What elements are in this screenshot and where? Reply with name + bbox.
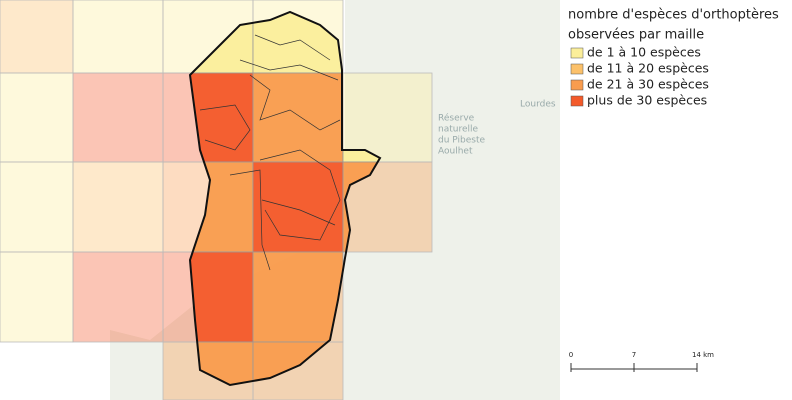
scale-bar (570, 363, 698, 372)
legend-panel (560, 0, 792, 400)
grid-cell (252, 161, 344, 253)
scale-label: 7 (632, 351, 636, 359)
legend-swatch (570, 47, 584, 59)
scale-label: 0 (569, 351, 573, 359)
place-label: Réserve (438, 113, 475, 124)
grid-cell (72, 161, 164, 253)
grid-cell (0, 251, 74, 343)
legend-swatch (570, 95, 584, 107)
legend-title: nombre d'espèces d'orthoptères (568, 8, 779, 23)
grid-cell (72, 0, 164, 74)
commune-boundaries (199, 34, 341, 271)
place-label: Lourdes (520, 100, 556, 110)
grid-cell (190, 251, 254, 343)
legend-label: de 11 à 20 espèces (587, 61, 709, 76)
legend-label: plus de 30 espèces (587, 93, 707, 108)
grid-cell (72, 72, 164, 163)
legend-title: observées par maille (568, 28, 704, 43)
place-label: du Pibeste (438, 136, 485, 146)
grid-cell (252, 251, 344, 343)
grid-cell (72, 251, 164, 343)
grid-cell (342, 72, 433, 163)
legend-label: de 1 à 10 espèces (587, 45, 701, 60)
grid-cell (0, 72, 74, 163)
legend-label: de 21 à 30 espèces (587, 77, 709, 92)
department-outline (188, 10, 382, 387)
grid-cell (0, 161, 74, 253)
place-label: naturelle (438, 125, 478, 135)
scale-label: 14 km (692, 351, 714, 359)
legend-swatch (570, 79, 584, 91)
grid-cell (0, 0, 74, 74)
legend-swatch (570, 63, 584, 75)
place-label: Aoulhet (438, 147, 473, 157)
